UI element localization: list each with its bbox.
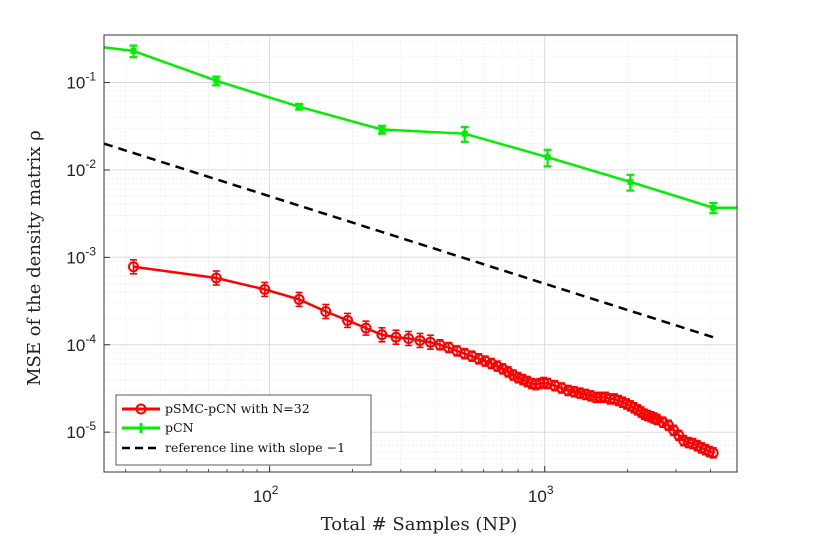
x-tick-label: 102 <box>253 483 279 506</box>
psmc-point <box>424 336 436 348</box>
psmc-point <box>580 388 592 400</box>
x-tick-exponent: 2 <box>272 483 279 497</box>
psmc-point <box>259 283 271 295</box>
pcn-point <box>213 77 220 84</box>
pcn-line <box>104 46 737 209</box>
psmc-point <box>562 384 574 396</box>
pcn-point <box>378 126 385 133</box>
plot-series <box>48 38 799 459</box>
y-axis-label: MSE of the density matrix ρ <box>24 130 45 386</box>
pcn-point <box>296 103 303 110</box>
x-tick-exponent: 3 <box>547 483 554 497</box>
psmc-point <box>320 306 332 318</box>
y-tick-exponent: -2 <box>85 157 96 171</box>
psmc-point <box>342 314 354 326</box>
psmc-point <box>376 329 388 341</box>
y-tick-exponent: -5 <box>85 419 96 433</box>
psmc-point <box>574 387 586 399</box>
psmc-point <box>390 331 402 343</box>
psmc-point <box>556 382 568 394</box>
y-tick-label: 10-2 <box>66 157 96 180</box>
psmc-point <box>491 360 503 372</box>
y-tick-label: 10-3 <box>66 244 96 267</box>
psmc-point <box>127 261 139 273</box>
reference-line <box>104 142 714 339</box>
psmc-point <box>549 380 561 392</box>
y-tick-label: 10-4 <box>66 332 96 355</box>
psmc-point <box>707 447 719 459</box>
pcn-point <box>130 47 137 54</box>
psmc-point <box>403 332 415 344</box>
legend: pSMC-pCN with N=32 pCN reference line wi… <box>115 394 372 466</box>
psmc-point <box>293 293 305 305</box>
y-tick-label: 10-5 <box>66 419 96 442</box>
pcn-point <box>793 205 799 211</box>
y-tick-base: 10 <box>66 336 85 355</box>
psmc-point <box>466 350 478 362</box>
plot-frame <box>103 34 738 473</box>
pcn-point <box>48 38 54 44</box>
legend-label-reference: reference line with slope −1 <box>165 440 345 455</box>
psmc-point <box>657 416 669 428</box>
x-tick-label: 103 <box>528 483 554 506</box>
y-tick-base: 10 <box>66 161 85 180</box>
psmc-point <box>485 358 497 370</box>
y-tick-exponent: -4 <box>85 332 96 346</box>
psmc-point <box>414 334 426 346</box>
psmc-point <box>210 272 222 284</box>
pcn-point <box>461 130 468 137</box>
psmc-point <box>651 413 663 425</box>
legend-label-pcn: pCN <box>165 420 194 435</box>
pcn-point <box>627 178 634 185</box>
psmc-point <box>479 355 491 367</box>
pcn-point <box>710 204 717 211</box>
y-tick-base: 10 <box>66 74 85 93</box>
psmc-point <box>568 386 580 398</box>
psmc-point <box>459 348 471 360</box>
pcn-point <box>544 154 551 161</box>
psmc-point <box>497 363 509 375</box>
x-axis-label: Total # Samples (NP) <box>321 514 518 535</box>
y-tick-base: 10 <box>66 423 85 442</box>
y-tick-base: 10 <box>66 248 85 267</box>
psmc-point <box>542 378 554 390</box>
y-tick-label: 10-1 <box>66 70 96 93</box>
y-tick-exponent: -3 <box>85 244 96 258</box>
series-clip-group <box>48 38 799 459</box>
psmc-point <box>473 353 485 365</box>
y-tick-exponent: -1 <box>85 70 96 84</box>
legend-label-psmc: pSMC-pCN with N=32 <box>165 401 310 416</box>
legend-marker-psmc <box>135 403 147 415</box>
legend-box <box>115 394 372 466</box>
psmc-point <box>360 322 372 334</box>
